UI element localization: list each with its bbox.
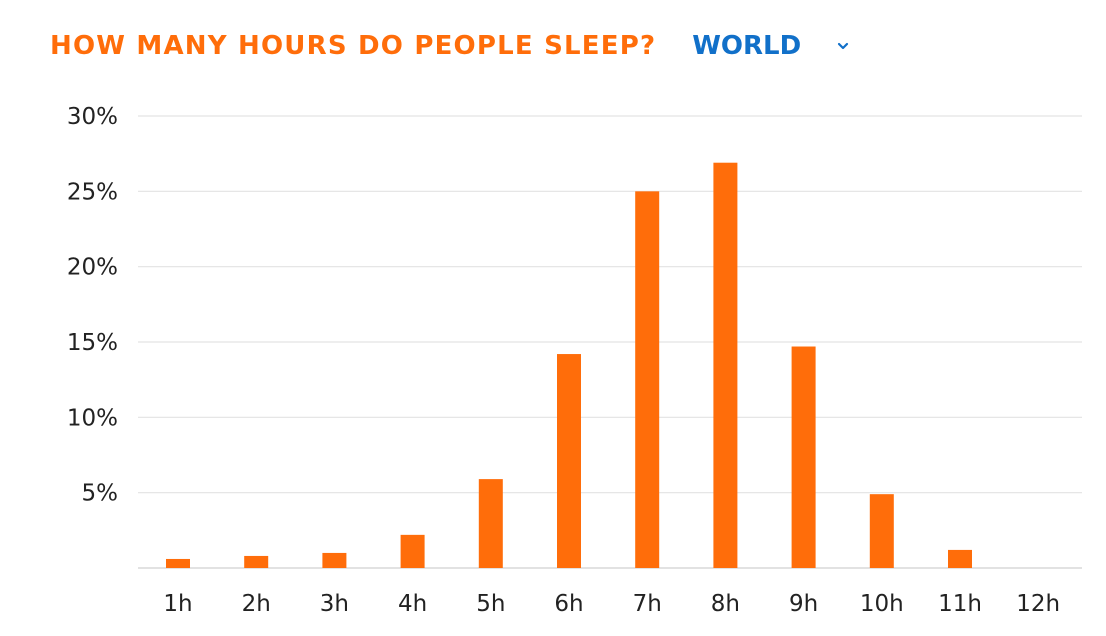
bar[interactable] [322, 552, 347, 568]
y-tick-label: 10% [67, 405, 118, 431]
y-axis-ticks: 5% 10% 15% 20% 25% 30% [67, 104, 118, 507]
gridlines [138, 115, 1082, 569]
bar[interactable] [557, 354, 581, 568]
x-tick-label: 4h [398, 591, 427, 617]
chevron-down-icon[interactable] [835, 38, 851, 54]
bar[interactable] [635, 191, 660, 569]
bar[interactable] [791, 346, 816, 568]
x-tick-label: 12h [1016, 591, 1060, 617]
x-tick-label: 9h [789, 591, 818, 617]
bar[interactable] [166, 558, 190, 568]
region-dropdown[interactable]: WORLD [692, 31, 851, 61]
y-tick-label: 5% [82, 481, 119, 507]
x-axis-ticks: 1h 2h 3h 4h 5h 6h 7h 8h 9h 10h 11h 12h [163, 591, 1060, 617]
x-tick-label: 6h [554, 591, 583, 617]
x-tick-label: 2h [242, 591, 271, 617]
y-tick-label: 20% [67, 255, 118, 281]
x-tick-label: 3h [320, 591, 349, 617]
bars [166, 162, 972, 569]
chart-title: HOW MANY HOURS DO PEOPLE SLEEP? [50, 31, 657, 61]
x-tick-label: 1h [163, 591, 192, 617]
x-tick-label: 7h [633, 591, 662, 617]
y-tick-label: 30% [67, 104, 118, 130]
x-tick-label: 8h [711, 591, 740, 617]
chart-header: HOW MANY HOURS DO PEOPLE SLEEP? WORLD [50, 26, 851, 66]
x-tick-label: 11h [938, 591, 982, 617]
region-selected-value[interactable]: WORLD [692, 31, 802, 61]
y-tick-label: 15% [67, 330, 118, 356]
y-tick-label: 25% [67, 179, 118, 205]
bar[interactable] [478, 479, 503, 568]
x-tick-label: 10h [860, 591, 904, 617]
bar[interactable] [400, 534, 425, 568]
bar[interactable] [244, 555, 269, 568]
x-tick-label: 5h [476, 591, 505, 617]
bar[interactable] [948, 549, 972, 568]
bar[interactable] [869, 494, 894, 568]
bar[interactable] [713, 162, 738, 568]
